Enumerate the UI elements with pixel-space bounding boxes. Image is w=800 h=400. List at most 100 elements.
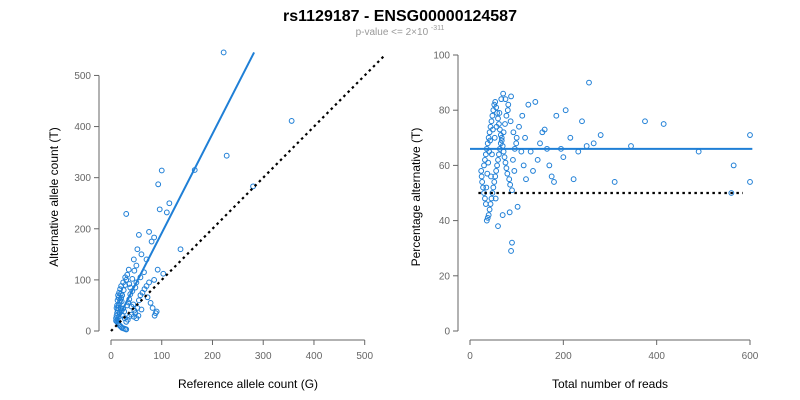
right-y-tick-label: 100 [433,51,450,62]
data-point [501,154,508,161]
data-point [502,96,509,103]
data-point [489,112,496,119]
left-y-tick-label: 400 [74,122,91,133]
data-point [489,126,496,133]
right-y-tick-label: 40 [439,216,451,227]
data-point [478,173,485,180]
data-point [166,200,173,207]
data-point [151,234,158,241]
data-point [125,266,132,273]
data-point [481,162,487,169]
data-point [288,118,295,124]
data-point [113,305,120,311]
data-point [124,271,131,278]
data-point [495,115,501,122]
data-point [492,99,499,105]
data-point [484,214,491,221]
data-point [509,239,515,246]
data-point [131,267,138,274]
data-point [551,179,557,185]
data-point [491,134,498,141]
left-x-tick-label: 0 [108,351,114,362]
data-point [505,101,512,108]
data-point [509,187,515,194]
data-point [120,287,127,294]
data-point [496,110,503,116]
data-point [130,256,137,263]
data-point [480,184,486,191]
chart-title: rs1129187 - ENSG00000124587 [283,8,517,25]
data-point [158,167,165,174]
data-point [583,143,590,149]
data-point [123,318,130,325]
data-point [138,251,145,258]
right-y-tick-label: 0 [444,327,450,338]
data-point [498,137,505,144]
left-x-tick-label: 300 [255,351,272,362]
subtitle-text: p-value <= 2×10 [356,27,429,38]
data-point [500,90,507,97]
data-point [747,132,753,138]
data-point [478,168,485,174]
right-x-tick-label: 600 [742,351,759,362]
data-point [143,283,150,289]
data-point [146,228,152,235]
data-point [560,154,567,161]
data-point [548,173,555,180]
data-point [118,298,125,305]
right-panel: 0 200 400 600 0 20 40 60 80 100 Total number of re… [409,51,759,392]
data-point [503,112,510,119]
data-point [492,195,499,202]
data-point [160,270,167,277]
data-point [487,201,494,207]
data-point [590,140,597,147]
data-point [534,156,541,163]
data-point [495,223,501,230]
data-point [747,179,753,185]
data-point [507,181,514,188]
data-point [597,132,604,138]
data-point [628,143,634,149]
data-point [586,79,592,86]
data-point [153,308,160,315]
right-y-axis-label: Percentage alternative (T) [409,128,423,267]
right-y-tick-label: 60 [439,161,451,172]
data-point [520,162,527,169]
data-point [144,294,151,301]
left-y-tick-label: 100 [74,275,91,286]
data-point [133,262,140,269]
data-point [149,305,156,311]
data-point [151,276,158,283]
data-point [488,173,494,180]
right-y-tick-label: 80 [439,106,451,117]
data-point [490,184,497,191]
data-point [223,152,230,159]
chart-subtitle: p-value <= 2×10 -311 [356,25,445,38]
data-point [510,129,517,136]
data-point [114,297,121,304]
data-point [504,170,511,177]
data-point [525,101,532,108]
right-y-tick-label: 20 [439,271,451,282]
data-point [130,301,137,308]
data-point [508,248,514,254]
data-point [497,132,504,138]
data-point [575,148,582,155]
right-x-tick-label: 0 [467,351,473,362]
data-point [147,299,154,306]
data-point [570,176,577,183]
data-point [120,279,127,286]
left-y-tick-label: 200 [74,224,91,235]
data-point [695,148,702,155]
subtitle-exponent: -311 [431,25,445,32]
data-point [500,148,507,155]
data-point [514,203,521,210]
data-point [138,306,145,313]
data-point [485,212,492,218]
data-point [486,206,493,213]
data-point [495,156,501,163]
data-point [567,134,574,141]
data-point [539,129,546,136]
data-point [511,168,518,174]
